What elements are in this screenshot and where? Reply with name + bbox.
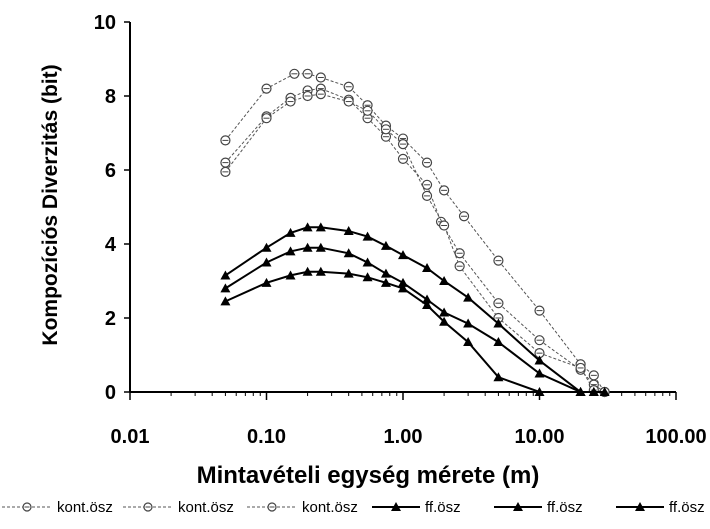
- data-point: [534, 387, 545, 396]
- data-point: [302, 242, 313, 252]
- axes-group: 0 2 4 6 8 10 0.01 0.10 1.00 10.00 100.00: [94, 12, 707, 448]
- legend-item: kont.ösz: [2, 499, 113, 516]
- data-point: [493, 372, 504, 382]
- y-tick-label: 8: [105, 86, 116, 108]
- legend-label: ff.ösz: [669, 499, 705, 516]
- data-point: [315, 242, 326, 252]
- series-5: [220, 242, 599, 396]
- legend-label: ff.ösz: [547, 499, 583, 516]
- data-point: [422, 294, 433, 304]
- data-point: [343, 248, 354, 258]
- data-point: [380, 277, 391, 287]
- data-point: [439, 276, 450, 285]
- y-tick-label: 2: [105, 308, 116, 330]
- series-line: [225, 88, 605, 393]
- data-point: [422, 300, 433, 310]
- legend-label: kont.ösz: [57, 499, 113, 516]
- series-layer: [220, 68, 610, 398]
- data-point: [599, 387, 610, 396]
- y-tick-label: 6: [105, 160, 116, 182]
- data-point: [220, 283, 231, 293]
- x-axis-title: Mintavételi egység mérete (m): [197, 462, 540, 489]
- data-point: [261, 277, 272, 287]
- data-point: [439, 307, 450, 317]
- data-point: [398, 283, 408, 293]
- legend-item: ff.ösz: [494, 499, 583, 516]
- y-axis-title: Kompozíciós Diverzitás (bit): [39, 64, 62, 345]
- data-point: [302, 266, 313, 276]
- data-point: [315, 222, 326, 232]
- data-point: [380, 240, 391, 250]
- data-point: [285, 227, 296, 237]
- legend-marker: [391, 502, 401, 511]
- x-tick-label: 0.01: [111, 426, 150, 448]
- y-tick-label: 0: [105, 382, 116, 404]
- legend-item: kont.ösz: [247, 499, 358, 516]
- x-tick-label: 100.00: [645, 426, 706, 448]
- data-point: [398, 250, 408, 260]
- data-point: [362, 231, 373, 241]
- data-point: [362, 257, 373, 267]
- data-point: [315, 266, 326, 276]
- data-point: [534, 355, 545, 365]
- data-point: [343, 268, 354, 278]
- data-point: [439, 316, 450, 326]
- y-tick-label: 10: [94, 12, 116, 34]
- data-point: [285, 270, 296, 280]
- data-point: [261, 242, 272, 252]
- data-point: [285, 246, 296, 256]
- data-point: [588, 387, 599, 396]
- x-tick-label: 0.10: [247, 426, 286, 448]
- legend-item: kont.ösz: [123, 499, 234, 516]
- data-point: [534, 368, 545, 378]
- data-point: [343, 226, 354, 236]
- data-point: [362, 272, 373, 282]
- data-point: [575, 387, 586, 396]
- legend-label: kont.ösz: [178, 499, 234, 516]
- data-point: [463, 318, 474, 328]
- data-point: [493, 337, 504, 347]
- legend: kont.ösz kont.ösz kont.ösz ff.ösz ff.ösz ff.ö…: [2, 499, 705, 516]
- series-line: [224, 246, 594, 393]
- series-3: [220, 89, 610, 398]
- data-point: [302, 222, 313, 232]
- series-6: [220, 266, 586, 396]
- data-point: [463, 337, 474, 347]
- y-tick-label: 4: [105, 234, 117, 256]
- data-point: [220, 296, 231, 306]
- legend-item: ff.ösz: [616, 499, 705, 516]
- data-point: [398, 277, 408, 287]
- data-point: [380, 268, 391, 278]
- legend-label: kont.ösz: [302, 499, 358, 516]
- data-point: [220, 270, 231, 280]
- legend-marker: [513, 502, 523, 511]
- x-tick-label: 1.00: [384, 426, 423, 448]
- data-point: [463, 292, 474, 302]
- x-tick-label: 10.00: [514, 426, 564, 448]
- legend-marker: [635, 502, 645, 511]
- data-point: [261, 257, 272, 267]
- data-point: [422, 263, 433, 273]
- legend-item: ff.ösz: [372, 499, 461, 516]
- data-point: [493, 318, 504, 328]
- legend-label: ff.ösz: [425, 499, 461, 516]
